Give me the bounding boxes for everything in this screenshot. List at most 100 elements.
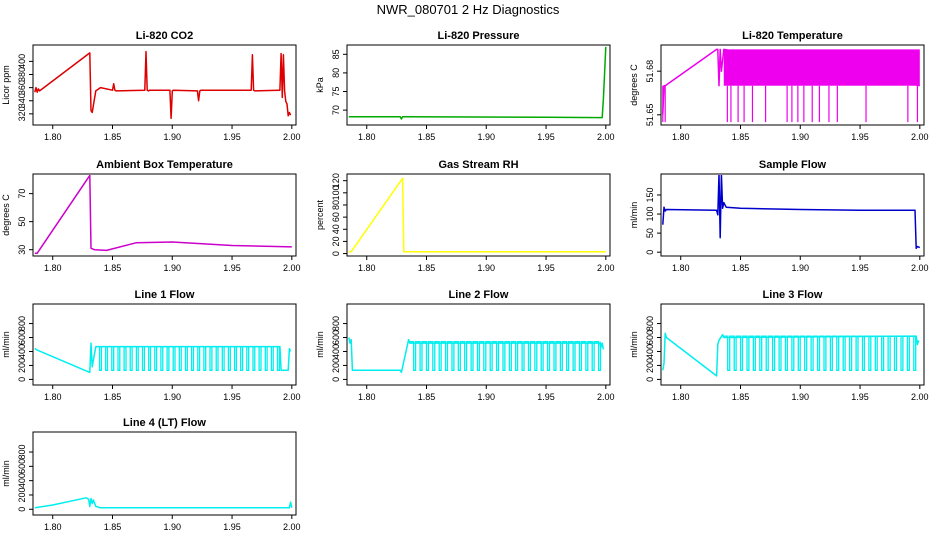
y-tick-label: 360 [17, 80, 27, 95]
y-tick-label: 120 [331, 173, 341, 188]
y-tick-label: 400 [17, 344, 27, 359]
y-tick-label: 340 [17, 93, 27, 108]
series-line-line-1 [34, 342, 292, 374]
y-tick-label: 30 [17, 245, 27, 255]
y-axis-label: Licor ppm [1, 65, 11, 105]
x-tick-label: 1.90 [792, 263, 810, 273]
x-tick-label: 1.90 [164, 392, 182, 402]
x-tick-label: 1.95 [223, 263, 241, 273]
x-tick-label: 1.85 [732, 392, 750, 402]
x-tick-label: 1.80 [358, 263, 376, 273]
plot-frame [32, 303, 297, 386]
chart-title: Line 4 (LT) Flow [123, 417, 206, 429]
chart-ambient-box-temperature: Ambient Box Temperature 1.80 1.85 1.90 1.95 2… [1, 159, 301, 273]
x-tick-label: 1.80 [44, 522, 62, 532]
x-tick-label: 1.85 [418, 392, 436, 402]
y-axis-label: percent [315, 199, 325, 230]
x-tick-label: 1.90 [164, 263, 182, 273]
plot-content [348, 337, 605, 374]
x-tick-label: 1.90 [792, 392, 810, 402]
series-line-line-3 [662, 332, 920, 377]
y-axis-label: ml/min [629, 331, 639, 358]
x-tick-label: 2.00 [283, 132, 301, 142]
y-axis-label: ml/min [315, 331, 325, 358]
y-tick-label: 0 [645, 250, 655, 255]
plot-frame [346, 44, 611, 126]
y-tick-label: 50 [645, 228, 655, 238]
series-line-temperature [662, 48, 920, 115]
y-tick-label: 51.68 [645, 60, 655, 83]
plot-content [34, 50, 292, 120]
x-tick-label: 1.95 [851, 392, 869, 402]
x-tick-label: 1.85 [104, 132, 122, 142]
y-tick-label: 0 [331, 251, 341, 256]
plot-content [348, 46, 607, 120]
chart-title: Li-820 Temperature [742, 30, 843, 42]
y-axis-label: kPa [315, 77, 325, 93]
chart-title: Line 3 Flow [763, 289, 823, 301]
x-tick-label: 2.00 [597, 392, 615, 402]
y-tick-label: 800 [331, 316, 341, 331]
x-tick-label: 1.90 [164, 132, 182, 142]
plot-content [662, 332, 920, 377]
y-tick-label: 800 [17, 316, 27, 331]
series-line-sample-flow [662, 175, 921, 250]
plot-frame [346, 173, 611, 257]
y-tick-label: 380 [17, 67, 27, 82]
y-tick-label: 100 [331, 185, 341, 200]
y-tick-label: 600 [645, 330, 655, 345]
y-tick-label: 80 [331, 200, 341, 210]
x-tick-label: 1.80 [672, 132, 690, 142]
y-tick-label: 400 [645, 344, 655, 359]
x-tick-label: 1.90 [478, 132, 496, 142]
series-line-line-2 [348, 337, 605, 374]
x-tick-label: 1.80 [672, 263, 690, 273]
series-line-rh [348, 177, 606, 253]
plot-content [34, 175, 292, 254]
y-tick-label: 70 [331, 105, 341, 115]
y-axis-label: ml/min [1, 331, 11, 358]
y-tick-label: 200 [17, 358, 27, 373]
chart-li-820-pressure: Li-820 Pressure 1.80 1.85 1.90 1.95 2.00 70 75 8… [315, 30, 615, 142]
chart-line-1-flow: Line 1 Flow 1.80 1.85 1.90 1.95 2.00 0 20040060… [1, 289, 301, 402]
y-tick-label: 0 [645, 377, 655, 382]
y-tick-label: 60 [331, 212, 341, 222]
y-tick-label: 200 [645, 358, 655, 373]
x-tick-label: 1.80 [358, 392, 376, 402]
series-line-line-4 [34, 497, 293, 509]
y-tick-label: 150 [645, 187, 655, 202]
x-tick-label: 1.80 [44, 392, 62, 402]
y-tick-label: 50 [17, 217, 27, 227]
plot-content [34, 497, 293, 509]
series-line-box-temperature [34, 175, 292, 254]
plot-content [348, 177, 606, 253]
x-tick-label: 1.85 [104, 392, 122, 402]
x-tick-label: 2.00 [597, 263, 615, 273]
y-axis-label: degrees C [1, 194, 11, 236]
chart-line-3-flow: Line 3 Flow 1.80 1.85 1.90 1.95 2.00 0 20040060… [629, 289, 929, 402]
plot-frame [32, 173, 297, 257]
plot-content [662, 175, 921, 250]
y-tick-label: 400 [331, 344, 341, 359]
y-axis-label: ml/min [629, 202, 639, 229]
chart-title: Line 1 Flow [135, 289, 195, 301]
x-tick-label: 2.00 [283, 522, 301, 532]
y-tick-label: 400 [17, 54, 27, 69]
y-tick-label: 40 [331, 224, 341, 234]
x-tick-label: 1.80 [44, 132, 62, 142]
x-tick-label: 2.00 [911, 263, 929, 273]
plot-frame [32, 44, 297, 126]
y-tick-label: 51.65 [645, 104, 655, 127]
chart-title: Line 2 Flow [449, 289, 509, 301]
x-tick-label: 1.85 [104, 522, 122, 532]
x-tick-label: 2.00 [597, 132, 615, 142]
x-tick-label: 1.80 [672, 392, 690, 402]
chart-li-820-co2: Li-820 CO2 1.80 1.85 1.90 1.95 2.00 3203403603… [1, 30, 301, 142]
pulse-series [723, 335, 917, 371]
y-tick-label: 600 [17, 459, 27, 474]
x-tick-label: 1.95 [223, 522, 241, 532]
x-tick-label: 1.95 [537, 132, 555, 142]
figure-title: NWR_080701 2 Hz Diagnostics [377, 2, 560, 17]
y-tick-label: 70 [17, 189, 27, 199]
